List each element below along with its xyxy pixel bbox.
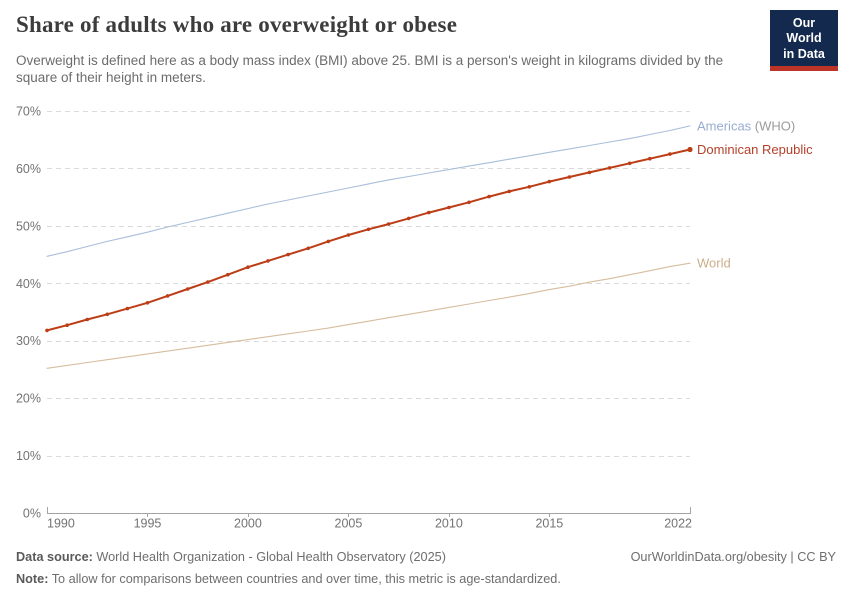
x-tick-label-1995: 1995 <box>134 517 162 531</box>
x-tick-label-2005: 2005 <box>335 517 363 531</box>
chart-footer: Data source: World Health Organization -… <box>16 547 836 591</box>
x-axis <box>47 507 691 514</box>
owid-logo-line-1: Our World <box>786 16 822 46</box>
data-point <box>185 287 190 291</box>
series-label-americas-who[interactable]: Americas (WHO) <box>697 118 795 133</box>
y-tick-label-70: 70% <box>16 105 41 119</box>
x-tick-label-2000: 2000 <box>234 517 262 531</box>
data-point <box>125 306 130 311</box>
data-point <box>567 175 572 179</box>
y-tick-label-60: 60% <box>16 162 41 176</box>
data-point <box>406 216 411 221</box>
series-markers-dominican-republic <box>45 146 693 333</box>
series-label-dominican-republic[interactable]: Dominican Republic <box>697 142 813 157</box>
data-point <box>246 265 250 269</box>
y-tick-label-20: 20% <box>16 392 41 406</box>
owid-logo[interactable]: Our World in Data <box>770 10 838 71</box>
data-point <box>65 323 69 327</box>
data-point <box>286 252 290 257</box>
data-point <box>105 312 110 317</box>
note-label: Note: <box>16 571 49 586</box>
footer-left: Data source: World Health Organization -… <box>16 547 561 591</box>
data-point <box>527 185 532 189</box>
data-source-line: Data source: World Health Organization -… <box>16 547 561 569</box>
note-line: Note: To allow for comparisons between c… <box>16 569 561 591</box>
data-point <box>346 233 351 237</box>
y-tick-label-50: 50% <box>16 219 41 233</box>
data-point <box>145 301 150 305</box>
owid-logo-line-2: in Data <box>783 46 825 61</box>
chart-subtitle: Overweight is defined here as a body mas… <box>16 53 724 85</box>
data-point <box>547 179 552 184</box>
data-point <box>668 152 672 156</box>
data-point <box>487 194 491 199</box>
data-point <box>607 166 612 170</box>
series-label-world[interactable]: World <box>697 256 731 271</box>
data-source-text: World Health Organization - Global Healt… <box>92 550 446 564</box>
y-tick-label-10: 10% <box>16 449 41 463</box>
note-text: To allow for comparisons between countri… <box>48 571 561 586</box>
data-point <box>266 259 270 263</box>
data-point <box>45 328 49 333</box>
series-line-dominican-republic[interactable] <box>46 148 691 332</box>
series-line-world[interactable] <box>46 262 691 369</box>
data-point <box>226 272 230 277</box>
x-tick-label-2010: 2010 <box>435 517 463 531</box>
data-point <box>627 161 632 166</box>
series-line-americas-who[interactable] <box>46 125 691 257</box>
data-point <box>427 210 431 215</box>
y-tick-label-0: 0% <box>23 507 41 521</box>
data-point <box>648 156 652 161</box>
data-point <box>687 146 693 153</box>
data-point <box>366 227 371 232</box>
data-point <box>587 170 592 175</box>
license-line[interactable]: OurWorldinData.org/obesity | CC BY <box>630 550 836 564</box>
data-point <box>326 239 331 244</box>
data-point <box>165 294 170 298</box>
data-source-label: Data source: <box>16 550 93 564</box>
x-tick-label-1990: 1990 <box>47 517 75 531</box>
data-point <box>467 200 471 205</box>
data-point <box>206 280 210 284</box>
chart-canvas[interactable]: 0% 10% 20% 30% 40% 50% 60% 70% 1990 1995 2000 2005 2… <box>0 96 850 544</box>
data-point <box>447 205 451 210</box>
y-tick-label-40: 40% <box>16 277 41 291</box>
data-point <box>507 189 512 194</box>
page-title: Share of adults who are overweight or ob… <box>16 12 458 37</box>
data-point <box>306 246 311 251</box>
y-tick-label-30: 30% <box>16 334 41 348</box>
x-tick-label-2015: 2015 <box>535 517 563 531</box>
x-tick-label-2022: 2022 <box>664 517 692 531</box>
data-point <box>85 317 89 322</box>
data-point <box>386 222 391 226</box>
